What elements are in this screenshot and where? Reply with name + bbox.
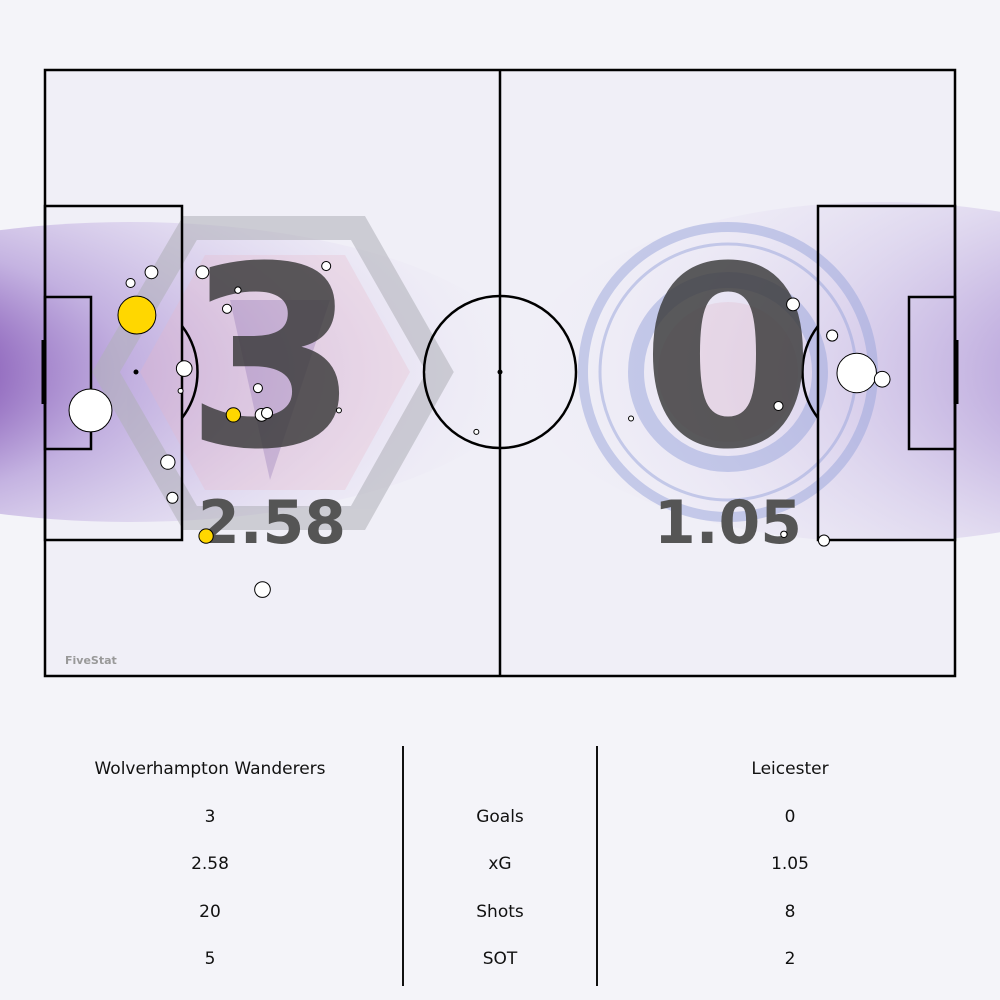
away-sot: 2 [784,949,796,970]
home-shot-marker-14 [144,265,159,280]
match-stats-table: Wolverhampton Wanderers 3 2.58 20 5 Goal… [0,740,1000,990]
home-stats-column: Wolverhampton Wanderers 3 2.58 20 5 [40,740,380,990]
shot-map-pitch: 3 0 2.58 1.05 FiveStat [0,68,1000,678]
home-shots: 20 [199,901,221,922]
home-shot-marker-20 [473,428,480,435]
home-shot-marker-2 [117,295,157,335]
home-shot-marker-10 [260,407,274,420]
home-team-name: Wolverhampton Wanderers [94,759,326,779]
home-shot-marker-13 [234,286,242,294]
stat-label-shots: Shots [476,901,524,922]
home-shot-marker-7 [225,407,242,423]
stat-label-sot: SOT [482,949,518,970]
away-shot-marker-4 [826,329,839,342]
watermark-credit: FiveStat [65,654,117,667]
stat-label-header [405,740,595,788]
stat-label-goals: Goals [476,806,524,827]
home-goals: 3 [204,806,216,827]
home-shot-marker-18 [177,387,184,394]
stat-label-xg: xG [488,854,512,875]
home-shot-marker-1 [68,388,113,433]
away-shot-marker-1 [836,352,877,394]
home-shot-marker-19 [335,407,342,414]
home-penalty-spot [133,369,139,375]
away-team-name: Leicester [751,759,829,779]
away-shot-marker-2 [873,370,891,388]
away-crest-watermark [578,222,878,522]
home-xg: 2.58 [191,854,229,875]
home-sot: 5 [204,949,216,970]
away-shots: 8 [784,901,796,922]
home-shot-marker-12 [221,303,233,314]
goal-posts [41,340,959,404]
home-xg-overlay: 2.58 [198,488,346,558]
home-crest-watermark [92,216,454,530]
table-divider [402,746,404,986]
home-shot-marker-17 [321,261,332,272]
shots-layer [68,261,891,598]
stat-label-column: Goals xG Shots SOT [405,740,595,990]
home-shot-marker-8 [166,491,179,504]
centre-spot [497,369,503,375]
table-divider [596,746,598,986]
home-shot-marker-6 [175,360,193,377]
away-goals: 0 [784,806,796,827]
away-shot-marker-3 [817,534,831,547]
away-shot-marker-5 [786,297,800,312]
away-xg: 1.05 [771,854,809,875]
away-xg-overlay: 1.05 [654,488,802,558]
home-shot-marker-11 [252,383,263,394]
away-stats-column: Leicester 0 1.05 8 2 [620,740,960,990]
away-shot-density [520,202,1000,542]
away-shot-marker-6 [773,400,784,411]
home-shot-marker-16 [125,277,136,289]
home-shot-marker-5 [160,454,176,470]
home-shot-marker-4 [198,528,214,544]
home-shot-marker-3 [254,581,271,598]
away-shot-marker-8 [628,415,635,422]
away-shot-marker-7 [780,530,788,539]
home-shot-marker-15 [195,265,210,280]
away-goals-overlay: 0 [641,213,815,504]
home-goals-overlay: 3 [185,213,359,504]
